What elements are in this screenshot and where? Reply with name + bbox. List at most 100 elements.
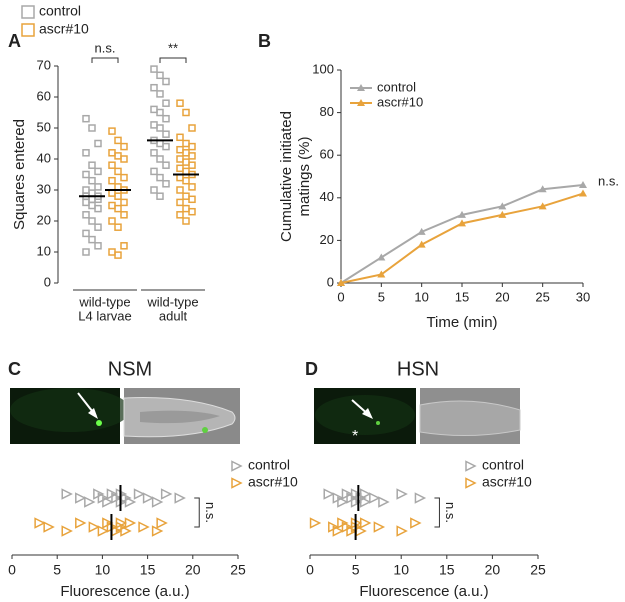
point (182, 108, 190, 117)
point (88, 521, 101, 533)
point (114, 251, 122, 259)
series-line (340, 184, 584, 284)
legend-marker (465, 477, 477, 489)
point (156, 155, 164, 163)
y-tick-label: 50 (37, 119, 51, 134)
point (82, 198, 90, 207)
point (114, 167, 122, 176)
micrograph-nsm (10, 388, 240, 444)
point (82, 211, 90, 219)
y-tick-label: 30 (37, 181, 51, 196)
point (498, 210, 507, 218)
x-tick-label: 25 (230, 562, 246, 578)
point (120, 173, 128, 182)
point (162, 77, 170, 86)
point (188, 195, 196, 204)
y-tick-label: 40 (37, 150, 51, 165)
point (150, 83, 158, 92)
significance-bracket (91, 57, 119, 63)
point (182, 176, 190, 185)
point (150, 186, 158, 194)
y-tick-label: 20 (37, 212, 51, 227)
point (309, 517, 322, 529)
point (162, 114, 170, 123)
point (176, 186, 184, 194)
annotation: n.s. (598, 173, 619, 188)
point (151, 496, 164, 508)
x-tick-label: 10 (95, 562, 111, 578)
point (142, 492, 155, 504)
point (82, 186, 90, 194)
legend-marker (231, 477, 243, 489)
panel-label: C (8, 359, 21, 379)
x-tick-label: wild-type (78, 294, 130, 309)
point (176, 155, 184, 163)
point (114, 223, 122, 231)
y-axis-label: Squares entered (11, 119, 28, 230)
point (182, 149, 190, 157)
point (579, 189, 587, 197)
point (417, 227, 426, 235)
point (150, 121, 158, 129)
point (88, 235, 96, 244)
point (188, 152, 196, 160)
point (138, 521, 150, 533)
point (156, 71, 164, 80)
significance-bracket (159, 57, 187, 63)
micrograph-hsn: * (314, 388, 521, 445)
point (176, 133, 184, 142)
point (332, 525, 345, 537)
point (120, 211, 128, 219)
point (162, 130, 170, 138)
point (188, 161, 196, 169)
point (82, 149, 90, 157)
legend-label: ascr#10 (377, 94, 423, 109)
y-axis-label: Cumulative initiated (278, 111, 295, 242)
panel-title: HSN (397, 358, 439, 380)
point (359, 488, 372, 500)
y-tick-label: 60 (320, 147, 334, 162)
legend-label: control (248, 457, 290, 473)
point (34, 517, 46, 529)
significance-bracket (194, 497, 200, 528)
x-tick-label: 15 (455, 289, 469, 304)
point (82, 114, 90, 123)
point (160, 488, 173, 500)
point (369, 492, 381, 504)
panel-label: B (258, 31, 271, 51)
y-tick-label: 0 (44, 274, 51, 289)
point (108, 201, 116, 210)
point (94, 167, 102, 176)
point (188, 124, 196, 132)
y-tick-label: 60 (37, 88, 51, 103)
point (82, 170, 90, 179)
svg-text:*: * (352, 428, 358, 445)
point (102, 496, 114, 508)
point (176, 164, 184, 173)
legend-marker (357, 84, 365, 91)
panel-label: D (305, 359, 318, 379)
point (124, 496, 137, 508)
x-tick-label: 30 (576, 289, 590, 304)
point (97, 525, 110, 537)
point (417, 240, 426, 248)
point (82, 248, 90, 256)
annotation: ** (168, 40, 178, 55)
point (377, 270, 386, 278)
y-tick-label: 80 (320, 104, 334, 119)
legend-label: ascr#10 (39, 21, 89, 37)
point (88, 176, 96, 185)
point (359, 517, 372, 529)
point (156, 90, 164, 98)
legend-label: control (39, 3, 81, 19)
point (498, 202, 507, 210)
point (182, 158, 190, 166)
x-tick-label: adult (159, 308, 188, 323)
point (176, 99, 184, 107)
point (188, 183, 196, 191)
x-axis-label: Fluorescence (a.u.) (60, 583, 189, 600)
y-tick-label: 40 (320, 189, 334, 204)
legend-marker (465, 460, 477, 472)
point (108, 161, 116, 169)
